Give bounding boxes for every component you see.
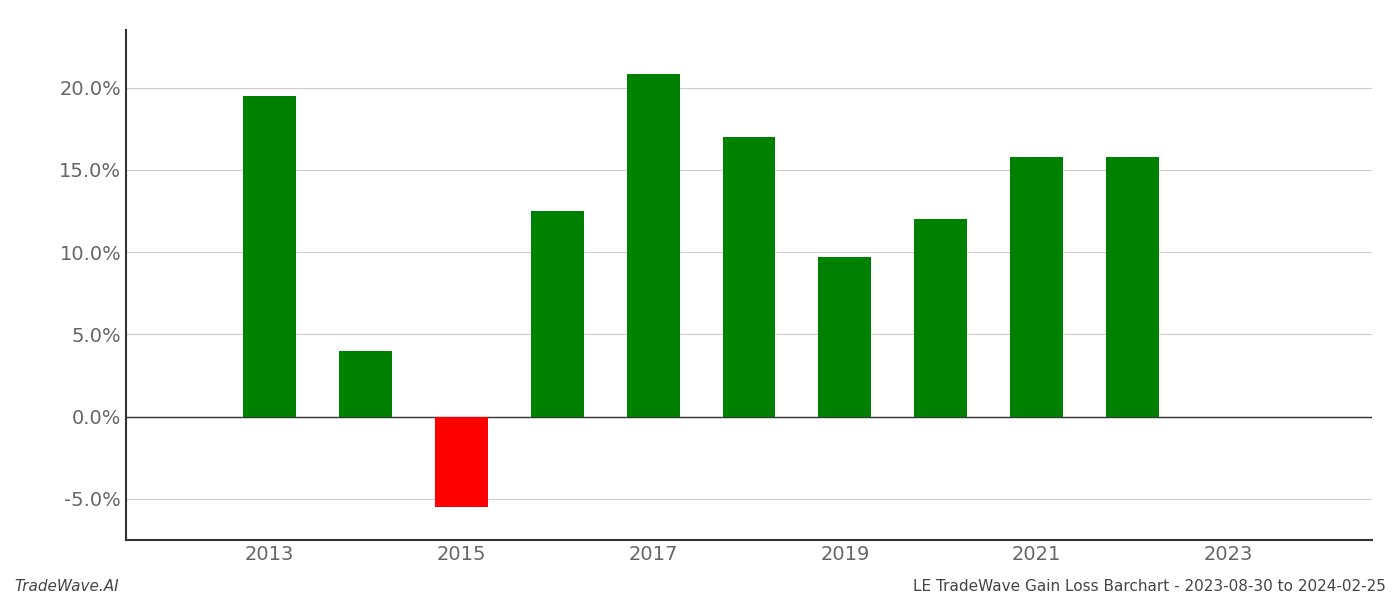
Bar: [339, 351, 392, 416]
Bar: [244, 96, 297, 416]
Bar: [531, 211, 584, 416]
Text: LE TradeWave Gain Loss Barchart - 2023-08-30 to 2024-02-25: LE TradeWave Gain Loss Barchart - 2023-0…: [913, 579, 1386, 594]
Bar: [914, 219, 967, 416]
Bar: [1106, 157, 1159, 416]
Bar: [722, 137, 776, 416]
Bar: [1011, 157, 1063, 416]
Text: TradeWave.AI: TradeWave.AI: [14, 579, 119, 594]
Bar: [435, 416, 487, 507]
Bar: [819, 257, 871, 416]
Bar: [627, 74, 679, 416]
